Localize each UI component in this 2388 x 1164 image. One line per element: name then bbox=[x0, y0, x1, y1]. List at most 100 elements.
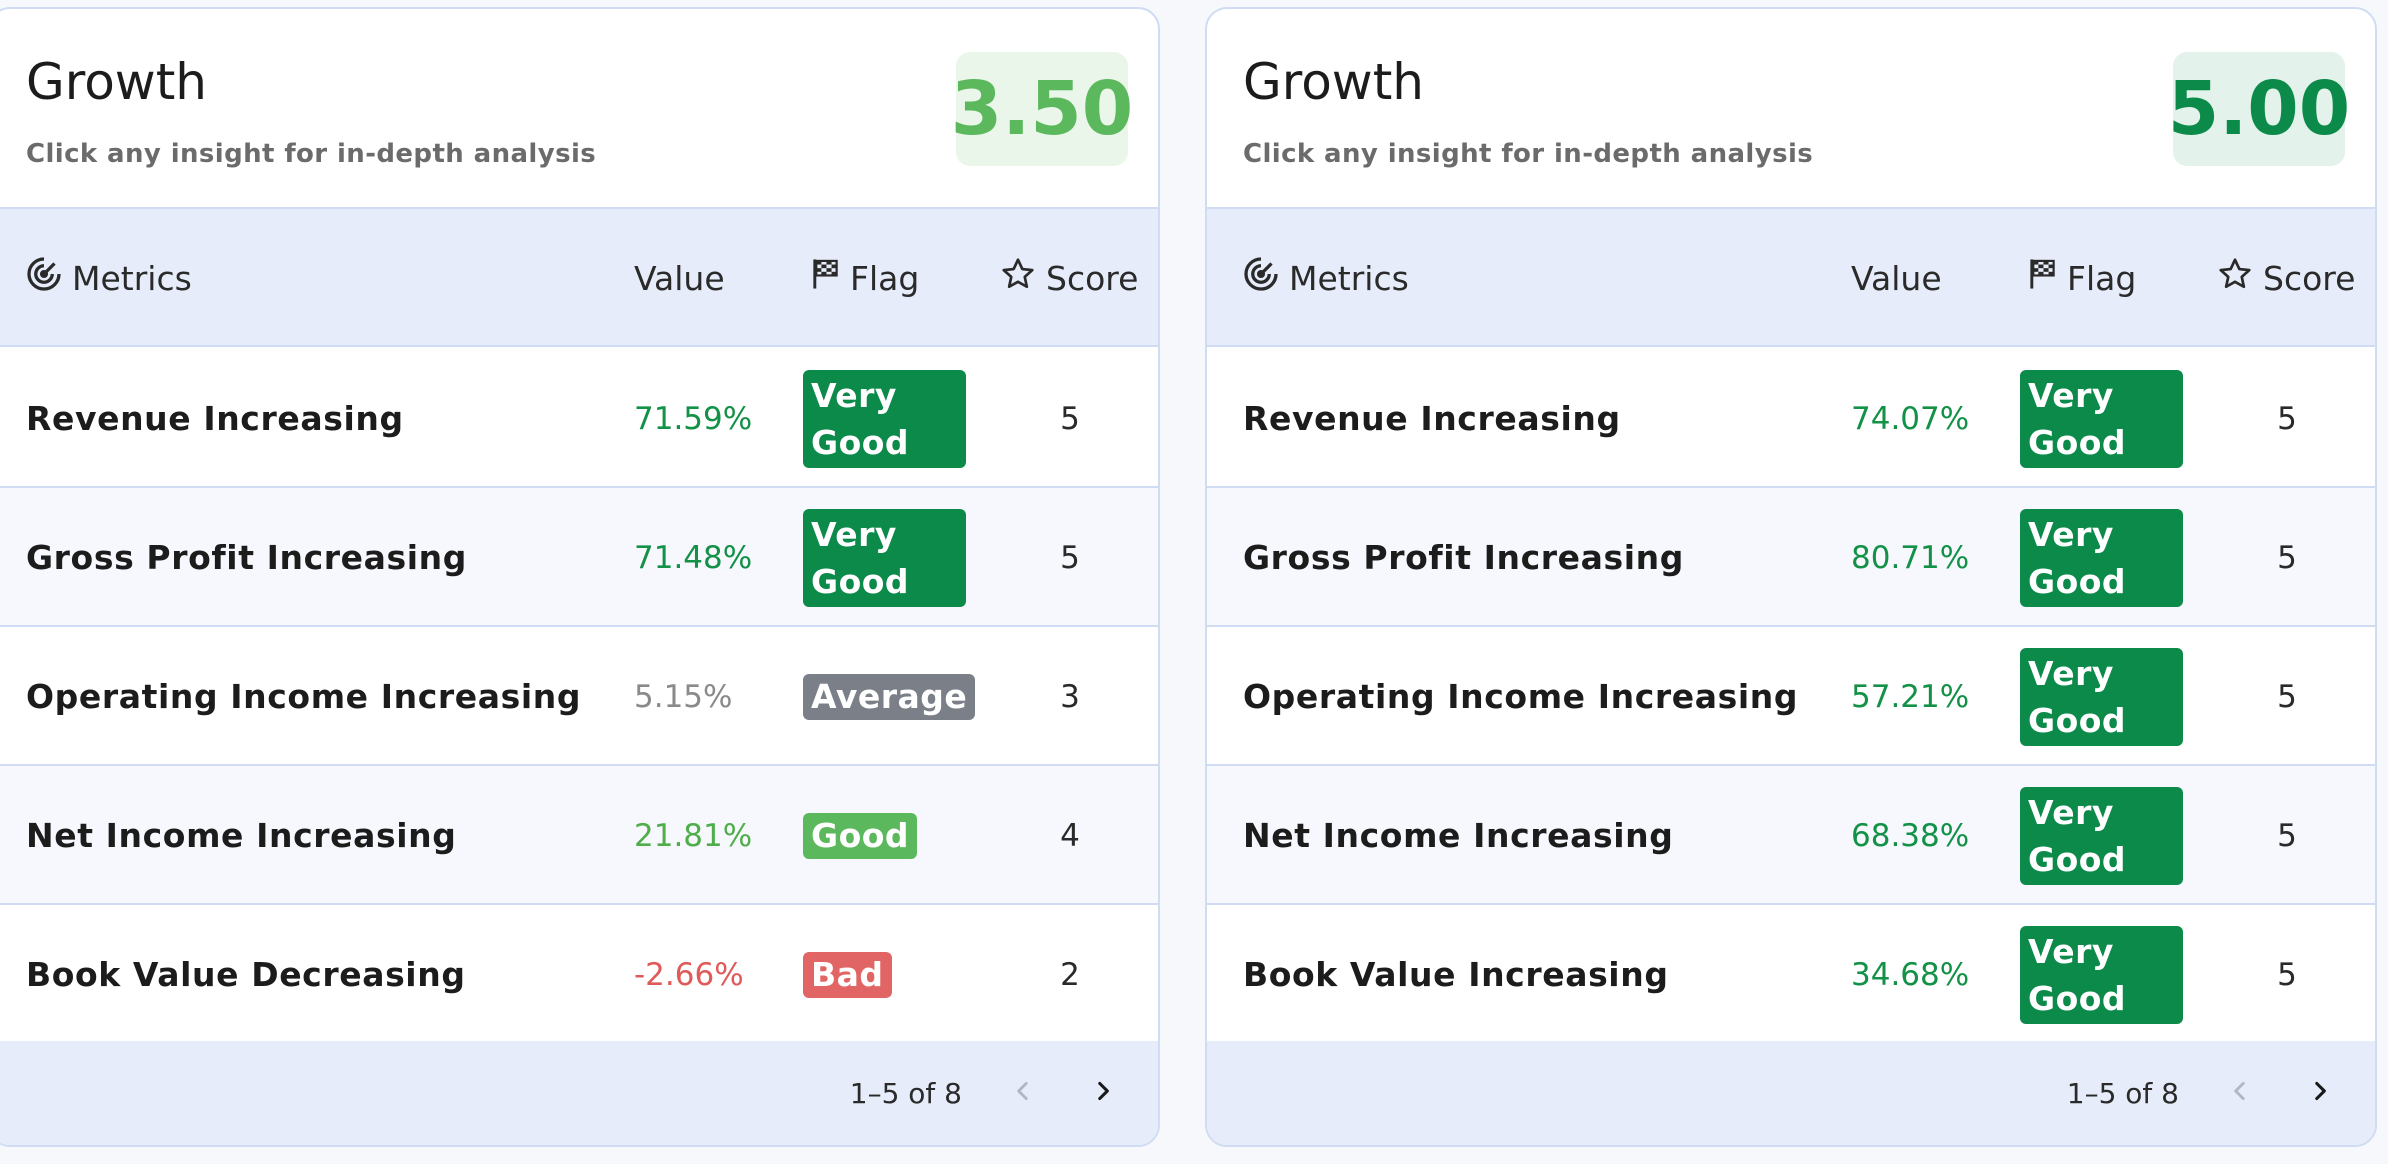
metric-score: 5 bbox=[2277, 678, 2297, 715]
card-subtitle: Click any insight for in-depth analysis bbox=[26, 139, 597, 169]
card-title: Growth bbox=[1243, 53, 1424, 111]
table-header: Metrics Value Flag Score bbox=[0, 209, 1158, 347]
card-subtitle: Click any insight for in-depth analysis bbox=[1243, 139, 1814, 169]
checkered-flag-icon bbox=[810, 258, 850, 298]
metric-name: Operating Income Increasing bbox=[26, 677, 582, 716]
metric-name: Net Income Increasing bbox=[1243, 816, 1674, 855]
metric-score: 5 bbox=[1060, 539, 1080, 576]
column-header-score[interactable]: Score bbox=[1000, 209, 1138, 347]
flag-cell: Bad bbox=[803, 905, 892, 1044]
chevron-left-icon bbox=[1010, 1078, 1036, 1108]
column-header-value[interactable]: Value bbox=[1851, 258, 1942, 298]
flag-badge: Very Good bbox=[2020, 369, 2183, 468]
flag-badge-line: Very bbox=[2028, 931, 2114, 971]
radar-target-icon bbox=[1243, 256, 1289, 300]
star-outline-icon bbox=[2217, 256, 2263, 300]
column-header-flag[interactable]: Flag bbox=[810, 209, 919, 347]
flag-badge: Bad bbox=[803, 951, 892, 998]
next-page-button[interactable] bbox=[2295, 1068, 2345, 1118]
pagination-range: 1–5 of 8 bbox=[2066, 1076, 2179, 1110]
column-label: Score bbox=[2263, 258, 2356, 298]
flag-cell: Very Good bbox=[803, 488, 966, 627]
table-header: Metrics Value Flag Score bbox=[1207, 209, 2375, 347]
flag-badge-line: Very bbox=[811, 375, 897, 415]
flag-badge: Very Good bbox=[803, 508, 966, 607]
table-row[interactable]: Net Income Increasing 21.81% Good 4 bbox=[0, 766, 1158, 905]
table-footer: 1–5 of 8 bbox=[0, 1041, 1158, 1145]
column-header-score[interactable]: Score bbox=[2217, 209, 2355, 347]
table-row[interactable]: Revenue Increasing 74.07% Very Good 5 bbox=[1207, 349, 2375, 488]
flag-badge: Good bbox=[803, 812, 918, 859]
metric-score: 5 bbox=[2277, 539, 2297, 576]
table-row[interactable]: Gross Profit Increasing 80.71% Very Good 5 bbox=[1207, 488, 2375, 627]
metric-score: 5 bbox=[2277, 400, 2297, 437]
table-row[interactable]: Book Value Increasing 34.68% Very Good 5 bbox=[1207, 905, 2375, 1044]
flag-badge: Very Good bbox=[2020, 647, 2183, 746]
flag-cell: Very Good bbox=[2020, 488, 2183, 627]
card-title: Growth bbox=[26, 53, 207, 111]
metric-score: 2 bbox=[1060, 956, 1080, 993]
star-outline-icon bbox=[1000, 256, 1046, 300]
growth-card: Growth Click any insight for in-depth an… bbox=[1205, 7, 2377, 1147]
flag-badge: Very Good bbox=[803, 369, 966, 468]
flag-cell: Very Good bbox=[803, 349, 966, 488]
flag-cell: Very Good bbox=[2020, 905, 2183, 1044]
card-header: Growth Click any insight for in-depth an… bbox=[1207, 9, 2375, 209]
flag-cell: Very Good bbox=[2020, 766, 2183, 905]
metric-value: 34.68% bbox=[1851, 956, 1970, 993]
chevron-right-icon bbox=[2307, 1078, 2333, 1108]
card-header: Growth Click any insight for in-depth an… bbox=[0, 9, 1158, 209]
column-label: Score bbox=[1046, 258, 1139, 298]
flag-cell: Very Good bbox=[2020, 627, 2183, 766]
column-label: Flag bbox=[2067, 258, 2137, 298]
column-header-flag[interactable]: Flag bbox=[2027, 209, 2136, 347]
flag-badge: Very Good bbox=[2020, 786, 2183, 885]
table-row[interactable]: Revenue Increasing 71.59% Very Good 5 bbox=[0, 349, 1158, 488]
flag-badge-line: Very bbox=[2028, 792, 2114, 832]
metric-score: 4 bbox=[1060, 817, 1080, 854]
flag-badge-line: Good bbox=[2028, 561, 2127, 601]
table-row[interactable]: Operating Income Increasing 5.15% Average 3 bbox=[0, 627, 1158, 766]
flag-cell: Average bbox=[803, 627, 976, 766]
metric-value: -2.66% bbox=[634, 956, 744, 993]
column-header-metrics[interactable]: Metrics bbox=[26, 209, 192, 347]
metric-value: 68.38% bbox=[1851, 817, 1970, 854]
table-row[interactable]: Operating Income Increasing 57.21% Very Goo… bbox=[1207, 627, 2375, 766]
flag-badge-line: Very bbox=[811, 514, 897, 554]
metric-name: Operating Income Increasing bbox=[1243, 677, 1799, 716]
metric-name: Gross Profit Increasing bbox=[1243, 538, 1684, 577]
chevron-right-icon bbox=[1090, 1078, 1116, 1108]
flag-badge-line: Good bbox=[2028, 422, 2127, 462]
metric-value: 80.71% bbox=[1851, 539, 1970, 576]
column-label: Flag bbox=[850, 258, 920, 298]
metric-name: Revenue Increasing bbox=[1243, 399, 1621, 438]
metric-name: Gross Profit Increasing bbox=[26, 538, 467, 577]
table-footer: 1–5 of 8 bbox=[1207, 1041, 2375, 1145]
growth-card: Growth Click any insight for in-depth an… bbox=[0, 7, 1160, 1147]
column-header-metrics[interactable]: Metrics bbox=[1243, 209, 1409, 347]
metric-value: 74.07% bbox=[1851, 400, 1970, 437]
next-page-button[interactable] bbox=[1078, 1068, 1128, 1118]
metric-score: 5 bbox=[1060, 400, 1080, 437]
previous-page-button[interactable] bbox=[2215, 1068, 2265, 1118]
table-row[interactable]: Book Value Decreasing -2.66% Bad 2 bbox=[0, 905, 1158, 1044]
pagination-range: 1–5 of 8 bbox=[849, 1076, 962, 1110]
flag-cell: Very Good bbox=[2020, 349, 2183, 488]
metric-name: Book Value Increasing bbox=[1243, 955, 1669, 994]
flag-badge-line: Good bbox=[811, 561, 910, 601]
metric-value: 5.15% bbox=[634, 678, 733, 715]
table-row[interactable]: Net Income Increasing 68.38% Very Good 5 bbox=[1207, 766, 2375, 905]
column-header-value[interactable]: Value bbox=[634, 258, 725, 298]
flag-badge: Very Good bbox=[2020, 925, 2183, 1024]
previous-page-button[interactable] bbox=[998, 1068, 1048, 1118]
metric-name: Revenue Increasing bbox=[26, 399, 404, 438]
chevron-left-icon bbox=[2227, 1078, 2253, 1108]
table-row[interactable]: Gross Profit Increasing 71.48% Very Good 5 bbox=[0, 488, 1158, 627]
flag-badge-line: Good bbox=[2028, 700, 2127, 740]
checkered-flag-icon bbox=[2027, 258, 2067, 298]
metric-score: 3 bbox=[1060, 678, 1080, 715]
flag-badge-line: Very bbox=[2028, 653, 2114, 693]
flag-badge-line: Very bbox=[2028, 514, 2114, 554]
flag-badge: Very Good bbox=[2020, 508, 2183, 607]
